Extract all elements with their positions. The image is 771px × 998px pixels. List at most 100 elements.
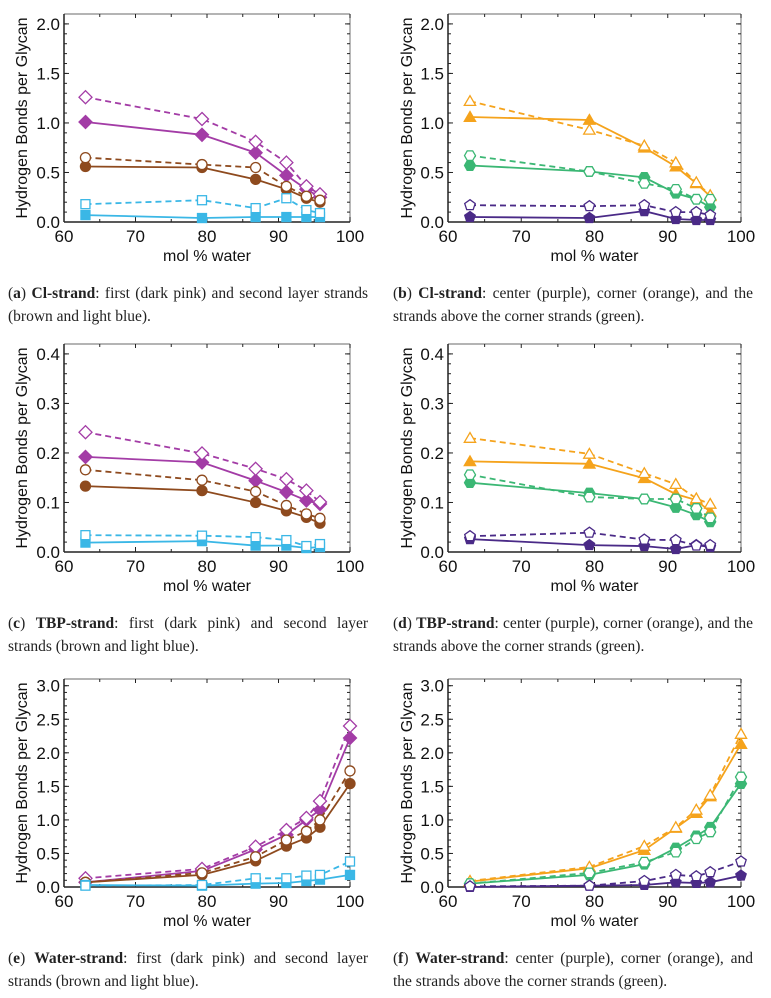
y-tick-label: 3.0 (420, 677, 444, 696)
data-point (704, 865, 717, 878)
data-point (78, 424, 93, 440)
data-point (463, 431, 477, 443)
data-point (703, 497, 718, 509)
data-point (583, 491, 596, 503)
series-line (469, 531, 711, 547)
data-point (638, 493, 651, 505)
data-point (280, 499, 293, 512)
data-point (298, 483, 314, 499)
caption-text: : first (dark pink) and second layer str… (8, 285, 369, 325)
caption-text: : center (purple), corner (orange), and … (393, 950, 753, 990)
caption-text: : center (purple), corner (orange), and … (393, 285, 753, 325)
y-tick-label: 0.0 (36, 878, 60, 897)
data-point (281, 211, 292, 223)
data-point (314, 207, 326, 219)
data-point (281, 873, 292, 884)
caption-title: Cl-strand (31, 285, 96, 302)
data-point (463, 469, 477, 481)
y-axis-label: Hydrogen Bonds per Glycan (399, 18, 416, 219)
data-point (194, 127, 210, 143)
y-tick-label: 0.5 (420, 163, 444, 182)
series-orange-dashed (463, 727, 748, 886)
series-green-dashed (463, 469, 717, 524)
x-tick-label: 90 (658, 557, 677, 576)
x-tick-label: 100 (336, 892, 364, 911)
x-tick-label: 100 (336, 557, 364, 576)
x-axis-label: mol % water (163, 578, 252, 595)
series-brown-dashed (79, 464, 326, 524)
x-tick-label: 60 (439, 557, 458, 576)
data-point (583, 538, 596, 551)
data-point (250, 540, 261, 551)
x-axis-label: mol % water (163, 248, 252, 265)
data-point (690, 205, 703, 218)
data-point (669, 533, 682, 546)
series-line (469, 204, 711, 216)
panel-a: 60 70 80 90 100 0.0 0.5 1.0 1.5 2.0 mol % water Hyd… (0, 0, 385, 333)
data-point (463, 110, 477, 122)
caption-a: a Cl-strand: first (dark pink) and secon… (8, 282, 368, 328)
y-axis-label: Hydrogen Bonds per Glycan (14, 683, 31, 884)
y-tick-label: 0.0 (420, 213, 444, 232)
x-tick-label: 80 (585, 557, 604, 576)
data-point (314, 512, 326, 524)
data-point (278, 167, 294, 183)
data-point (250, 873, 261, 884)
y-tick-label: 0.2 (36, 444, 60, 463)
caption-f: f Water-strand: center (purple), corner … (393, 947, 753, 993)
data-point (78, 449, 93, 465)
data-point (637, 138, 652, 151)
y-tick-label: 1.0 (420, 811, 444, 830)
data-point (248, 145, 264, 161)
data-point (80, 530, 91, 541)
data-point (196, 530, 208, 541)
y-tick-label: 0.5 (420, 844, 444, 863)
panel-c: 60 70 80 90 100 0.0 0.1 0.2 0.3 0.4 mol % water Hyd… (0, 330, 385, 663)
data-point (463, 529, 476, 542)
series-line (85, 770, 351, 884)
x-tick-label: 80 (585, 227, 604, 246)
data-point (249, 496, 262, 509)
data-point (249, 851, 262, 863)
series-blue-dashed (80, 530, 326, 552)
x-tick-label: 70 (512, 557, 531, 576)
data-point (298, 810, 314, 826)
y-axis-label: Hydrogen Bonds per Glycan (14, 348, 31, 549)
data-point (278, 484, 294, 500)
caption-title: TBP-strand (416, 615, 495, 632)
y-tick-label: 1.0 (420, 114, 444, 133)
caption-title: Water-strand (34, 950, 124, 967)
x-axis-label: mol % water (550, 578, 639, 595)
caption-b: b Cl-strand: center (purple), corner (or… (393, 282, 753, 328)
data-point (690, 833, 703, 845)
data-point (80, 880, 91, 891)
y-tick-label: 2.0 (36, 15, 60, 34)
panel-d: 60 70 80 90 100 0.0 0.1 0.2 0.3 0.4 mol % water Hyd… (385, 330, 770, 663)
data-point (463, 94, 477, 107)
data-point (582, 456, 597, 469)
chart-b: 60 70 80 90 100 0.0 0.5 1.0 1.5 2.0 mol % water Hyd… (399, 13, 755, 265)
data-point (249, 173, 262, 186)
data-point (583, 199, 596, 212)
data-point (735, 869, 747, 881)
caption-d: d TBP-strand: center (purple), corner (o… (393, 612, 753, 658)
data-point (690, 539, 703, 551)
data-point (79, 151, 92, 164)
data-point (196, 474, 208, 486)
panel-e: 60 70 80 90 100 0.0 0.5 1.0 1.5 2.0 2.5 3.0 mol % wa… (0, 665, 385, 998)
x-tick-label: 90 (269, 227, 288, 246)
data-point (734, 727, 748, 739)
data-point (669, 846, 683, 858)
y-tick-label: 0.4 (420, 345, 444, 364)
data-point (669, 493, 683, 505)
chart-a: 60 70 80 90 100 0.0 0.5 1.0 1.5 2.0 mol % water Hyd… (14, 13, 364, 265)
x-tick-label: 80 (198, 557, 217, 576)
data-point (463, 210, 476, 223)
data-point (250, 202, 261, 214)
y-tick-label: 0.5 (36, 163, 60, 182)
data-point (278, 155, 294, 171)
caption-letter: a (8, 285, 26, 302)
y-tick-label: 0.0 (36, 543, 60, 562)
data-point (314, 814, 326, 826)
caption-letter: b (393, 285, 412, 302)
